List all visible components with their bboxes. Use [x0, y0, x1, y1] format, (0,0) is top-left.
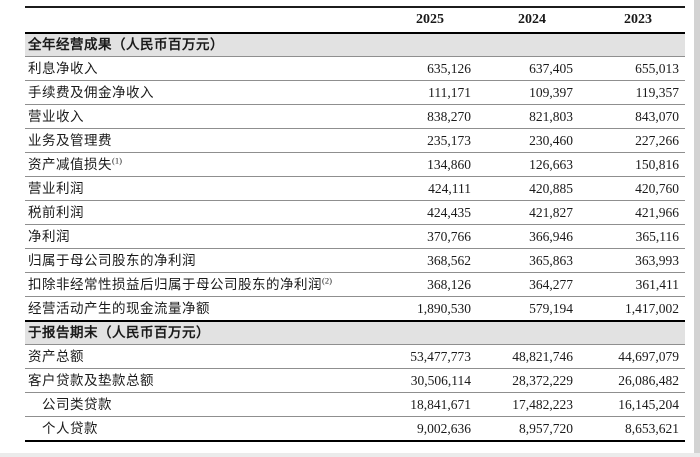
table-row: 业务及管理费 235,173 230,460 227,266 — [25, 129, 685, 153]
value-2024: 126,663 — [529, 157, 573, 172]
value-2025: 368,126 — [427, 277, 471, 292]
value-2025: 635,126 — [427, 61, 471, 76]
value-2024: 365,863 — [529, 253, 573, 268]
value-2025: 370,766 — [427, 229, 471, 244]
value-2024: 28,372,229 — [512, 373, 573, 388]
row-label: 资产减值损失(1) — [28, 155, 122, 172]
row-label: 营业利润 — [28, 181, 84, 196]
value-2024: 364,277 — [529, 277, 573, 292]
value-2024: 17,482,223 — [512, 397, 573, 412]
year-header-2025: 2025 — [416, 12, 444, 27]
value-2024: 8,957,720 — [519, 421, 573, 436]
value-2025: 1,890,530 — [417, 301, 471, 316]
year-header-2024: 2024 — [518, 12, 546, 27]
value-2024: 821,803 — [529, 109, 573, 124]
row-label: 经营活动产生的现金流量净额 — [28, 301, 210, 316]
value-2025: 111,171 — [428, 85, 471, 100]
value-2023: 119,357 — [635, 85, 679, 100]
table-row: 手续费及佣金净收入 111,171 109,397 119,357 — [25, 81, 685, 105]
row-label: 净利润 — [28, 229, 70, 244]
row-label: 利息净收入 — [28, 61, 98, 76]
value-2025: 134,860 — [427, 157, 471, 172]
table-row: 营业收入 838,270 821,803 843,070 — [25, 105, 685, 129]
row-label: 归属于母公司股东的净利润 — [28, 253, 196, 268]
value-2023: 26,086,482 — [618, 373, 679, 388]
page-edge-right — [694, 0, 700, 457]
value-2023: 655,013 — [635, 61, 679, 76]
section-header-operating-results: 全年经营成果（人民币百万元） — [25, 33, 685, 57]
value-2024: 366,946 — [529, 229, 573, 244]
value-2025: 838,270 — [427, 109, 471, 124]
footnote-marker: (1) — [112, 155, 122, 166]
table-row: 资产减值损失(1) 134,860 126,663 150,816 — [25, 153, 685, 177]
row-label: 税前利润 — [28, 205, 84, 220]
section-title: 全年经营成果（人民币百万元） — [28, 37, 224, 52]
row-label: 业务及管理费 — [28, 133, 112, 148]
table-row: 扣除非经常性损益后归属于母公司股东的净利润(2) 368,126 364,277… — [25, 273, 685, 297]
value-2023: 365,116 — [635, 229, 679, 244]
value-2024: 230,460 — [529, 133, 573, 148]
value-2023: 421,966 — [635, 205, 679, 220]
footnote-marker: (2) — [322, 275, 332, 286]
section-header-period-end: 于报告期末（人民币百万元） — [25, 321, 685, 345]
row-label: 资产总额 — [28, 349, 84, 364]
row-label: 个人贷款 — [42, 421, 98, 436]
year-header-row: 2025 2024 2023 — [25, 7, 685, 33]
table-row: 资产总额 53,477,773 48,821,746 44,697,079 — [25, 345, 685, 369]
value-2025: 235,173 — [427, 133, 471, 148]
value-2023: 227,266 — [635, 133, 679, 148]
value-2025: 53,477,773 — [410, 349, 471, 364]
value-2024: 637,405 — [529, 61, 573, 76]
table-row: 经营活动产生的现金流量净额 1,890,530 579,194 1,417,00… — [25, 297, 685, 321]
value-2025: 18,841,671 — [410, 397, 471, 412]
table-row: 客户贷款及垫款总额 30,506,114 28,372,229 26,086,4… — [25, 369, 685, 393]
row-label: 公司类贷款 — [42, 397, 112, 412]
value-2023: 361,411 — [635, 277, 679, 292]
value-2023: 44,697,079 — [618, 349, 679, 364]
page-edge-bottom — [0, 453, 700, 457]
value-2023: 150,816 — [635, 157, 679, 172]
value-2023: 363,993 — [635, 253, 679, 268]
table-row: 利息净收入 635,126 637,405 655,013 — [25, 57, 685, 81]
financial-summary-table: 2025 2024 2023 全年经营成果（人民币百万元） 利息净收入 635,… — [25, 6, 685, 442]
table-row: 个人贷款 9,002,636 8,957,720 8,653,621 — [25, 417, 685, 441]
value-2025: 30,506,114 — [410, 373, 471, 388]
value-2024: 579,194 — [529, 301, 573, 316]
value-2023: 420,760 — [635, 181, 679, 196]
value-2023: 8,653,621 — [625, 421, 679, 436]
section-title: 于报告期末（人民币百万元） — [28, 325, 210, 340]
value-2024: 421,827 — [529, 205, 573, 220]
value-2023: 843,070 — [635, 109, 679, 124]
row-label: 手续费及佣金净收入 — [28, 85, 154, 100]
year-header-spacer — [25, 7, 385, 33]
table-row: 税前利润 424,435 421,827 421,966 — [25, 201, 685, 225]
table-row: 营业利润 424,111 420,885 420,760 — [25, 177, 685, 201]
value-2025: 424,111 — [428, 181, 471, 196]
value-2025: 9,002,636 — [417, 421, 471, 436]
value-2024: 109,397 — [529, 85, 573, 100]
value-2024: 420,885 — [529, 181, 573, 196]
value-2025: 424,435 — [427, 205, 471, 220]
value-2024: 48,821,746 — [512, 349, 573, 364]
value-2025: 368,562 — [427, 253, 471, 268]
value-2023: 1,417,002 — [625, 301, 679, 316]
table-row: 公司类贷款 18,841,671 17,482,223 16,145,204 — [25, 393, 685, 417]
row-label: 扣除非经常性损益后归属于母公司股东的净利润(2) — [28, 275, 332, 292]
row-label: 营业收入 — [28, 109, 84, 124]
table-row: 净利润 370,766 366,946 365,116 — [25, 225, 685, 249]
year-header-2023: 2023 — [624, 12, 652, 27]
value-2023: 16,145,204 — [618, 397, 679, 412]
table-row: 归属于母公司股东的净利润 368,562 365,863 363,993 — [25, 249, 685, 273]
row-label: 客户贷款及垫款总额 — [28, 373, 154, 388]
